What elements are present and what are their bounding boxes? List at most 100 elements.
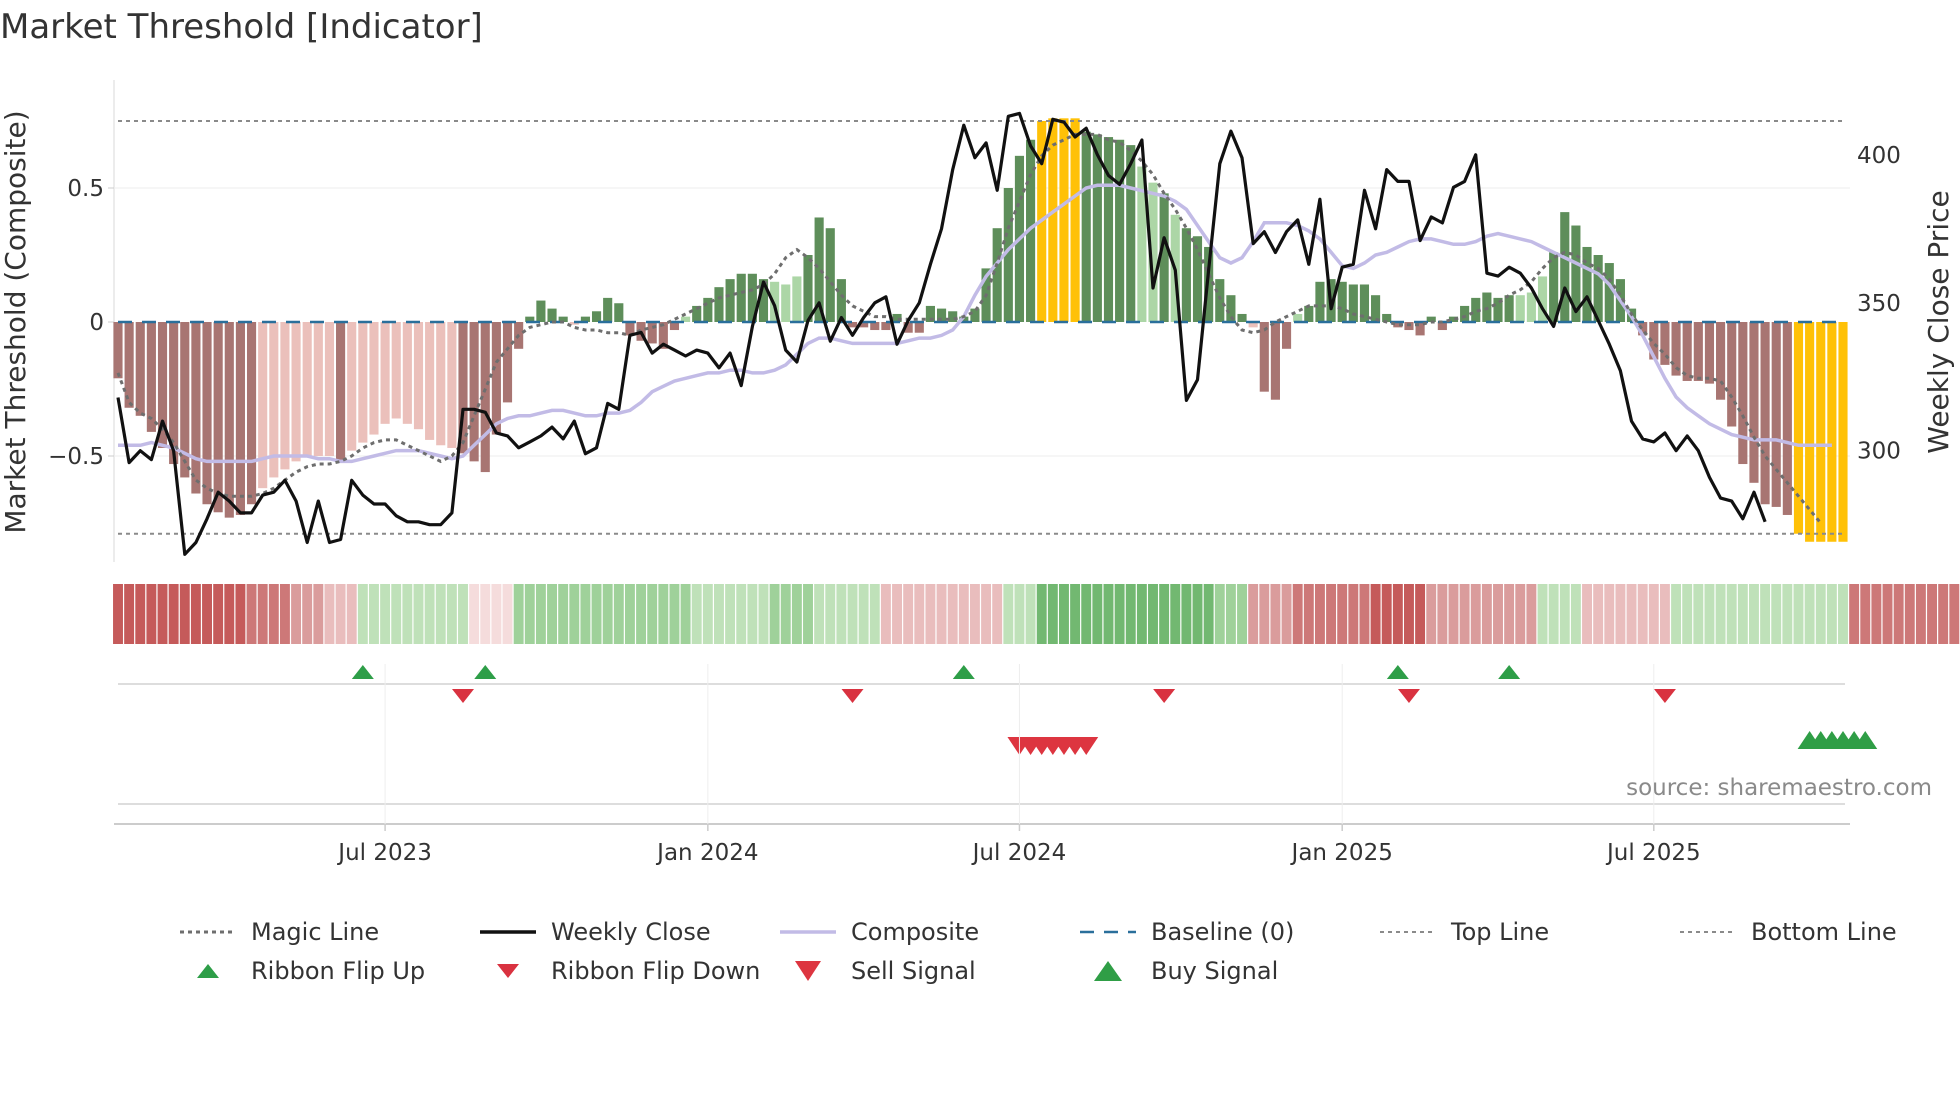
ribbon-cell: [502, 584, 513, 644]
ribbon-cell: [1882, 584, 1893, 644]
ribbon-cell: [1381, 584, 1392, 644]
composite-bar: [391, 322, 401, 419]
composite-line: [118, 183, 1832, 464]
ribbon-cell: [769, 584, 780, 644]
composite-bar: [1816, 322, 1826, 542]
composite-bar: [1415, 322, 1425, 336]
ribbon-cell: [858, 584, 869, 644]
composite-bar: [1237, 313, 1247, 322]
composite-bar: [1092, 134, 1102, 322]
ribbon-cell: [1070, 584, 1081, 644]
legend-item-composite: Composite: [780, 918, 979, 946]
composite-bar: [814, 217, 824, 322]
series-lines: [116, 111, 1832, 556]
composite-bar: [1749, 322, 1759, 483]
composite-bar: [1448, 316, 1459, 322]
composite-bar: [770, 281, 780, 322]
composite-bar: [180, 322, 190, 478]
composite-bar: [1515, 295, 1525, 322]
ribbon-cell: [1348, 584, 1359, 644]
ribbon-cell: [291, 584, 302, 644]
y-axis-left-label: Market Threshold (Composite): [0, 110, 32, 533]
ribbon-cell: [157, 584, 168, 644]
composite-bar: [402, 322, 412, 424]
ribbon-cell: [213, 584, 224, 644]
ribbon-cell: [324, 584, 335, 644]
composite-bar: [146, 322, 156, 432]
composite-bar: [1181, 228, 1191, 322]
composite-bar: [1259, 322, 1269, 392]
ribbon-cell: [624, 584, 635, 644]
ribbon-cell: [591, 584, 602, 644]
composite-bar: [291, 322, 301, 462]
ribbon-cell: [469, 584, 480, 644]
legend: Magic Line Weekly Close Composite Baseline …: [180, 918, 1897, 985]
composite-bar: [859, 322, 869, 328]
ribbon-cell: [313, 584, 324, 644]
composite-bar: [369, 322, 379, 435]
x-tick-label: Jan 2025: [1290, 840, 1393, 866]
ribbon-cell: [480, 584, 491, 644]
composite-bar: [1727, 322, 1737, 427]
ribbon-cell: [791, 584, 802, 644]
ribbon-cell: [1559, 584, 1570, 644]
ribbon-cell: [1682, 584, 1693, 644]
ribbon-cell: [190, 584, 201, 644]
ribbon-cell: [1359, 584, 1370, 644]
ribbon-strip: [113, 584, 1960, 644]
x-tick-label: Jul 2025: [1605, 840, 1701, 866]
composite-bar: [202, 322, 212, 505]
ribbon-cell: [1615, 584, 1626, 644]
ribbon-cell: [1815, 584, 1826, 644]
ribbon-cell: [1281, 584, 1292, 644]
ribbon-cell: [335, 584, 346, 644]
ribbon-cell: [302, 584, 313, 644]
composite-bar: [258, 322, 268, 489]
ribbon-cell: [1181, 584, 1192, 644]
ribbon-cell: [1437, 584, 1448, 644]
x-axis: Jul 2023 Jan 2024 Jul 2024 Jan 2025 Jul 2025: [114, 664, 1850, 866]
x-tick-label: Jul 2023: [336, 840, 432, 866]
ribbon-cell: [1448, 584, 1459, 644]
composite-bar: [614, 303, 624, 322]
legend-item-baseline: Baseline (0): [1080, 918, 1294, 946]
ribbon-flip-up-marker: [474, 665, 497, 679]
composite-bar: [1771, 322, 1781, 507]
legend-swatch-sell: [795, 961, 821, 981]
ribbon-cell: [981, 584, 992, 644]
ribbon-cell: [124, 584, 135, 644]
legend-item-flip_down: Ribbon Flip Down: [497, 957, 760, 985]
signal-markers: [118, 665, 1878, 805]
ribbon-cell: [1737, 584, 1748, 644]
composite-bar: [1315, 281, 1325, 322]
x-tick-label: Jan 2024: [655, 840, 758, 866]
ribbon-cell: [814, 584, 825, 644]
ribbon-cell: [1548, 584, 1559, 644]
composite-bar: [1582, 246, 1592, 322]
ribbon-cell: [580, 584, 591, 644]
ribbon-cell: [558, 584, 569, 644]
ribbon-flip-up-marker: [952, 665, 975, 679]
buy-signal-marker: [1853, 731, 1878, 749]
ribbon-cell: [1125, 584, 1136, 644]
composite-bar: [714, 287, 724, 322]
ribbon-cell: [1526, 584, 1537, 644]
composite-bar: [825, 228, 835, 322]
ribbon-cell: [135, 584, 146, 644]
ribbon-cell: [1648, 584, 1659, 644]
ribbon-cell: [780, 584, 791, 644]
composite-bar: [669, 322, 680, 331]
composite-bar: [1359, 284, 1370, 322]
composite-bar: [1304, 305, 1314, 322]
ribbon-cell: [1370, 584, 1381, 644]
ribbon-cell: [168, 584, 179, 644]
ribbon-cell: [1114, 584, 1125, 644]
ribbon-cell: [869, 584, 880, 644]
legend-item-buy: Buy Signal: [1094, 957, 1278, 985]
ribbon-cell: [1337, 584, 1348, 644]
composite-bar: [547, 308, 557, 322]
ribbon-cell: [1771, 584, 1782, 644]
ribbon-cell: [513, 584, 524, 644]
ribbon-cell: [1237, 584, 1247, 644]
ribbon-cell: [257, 584, 268, 644]
